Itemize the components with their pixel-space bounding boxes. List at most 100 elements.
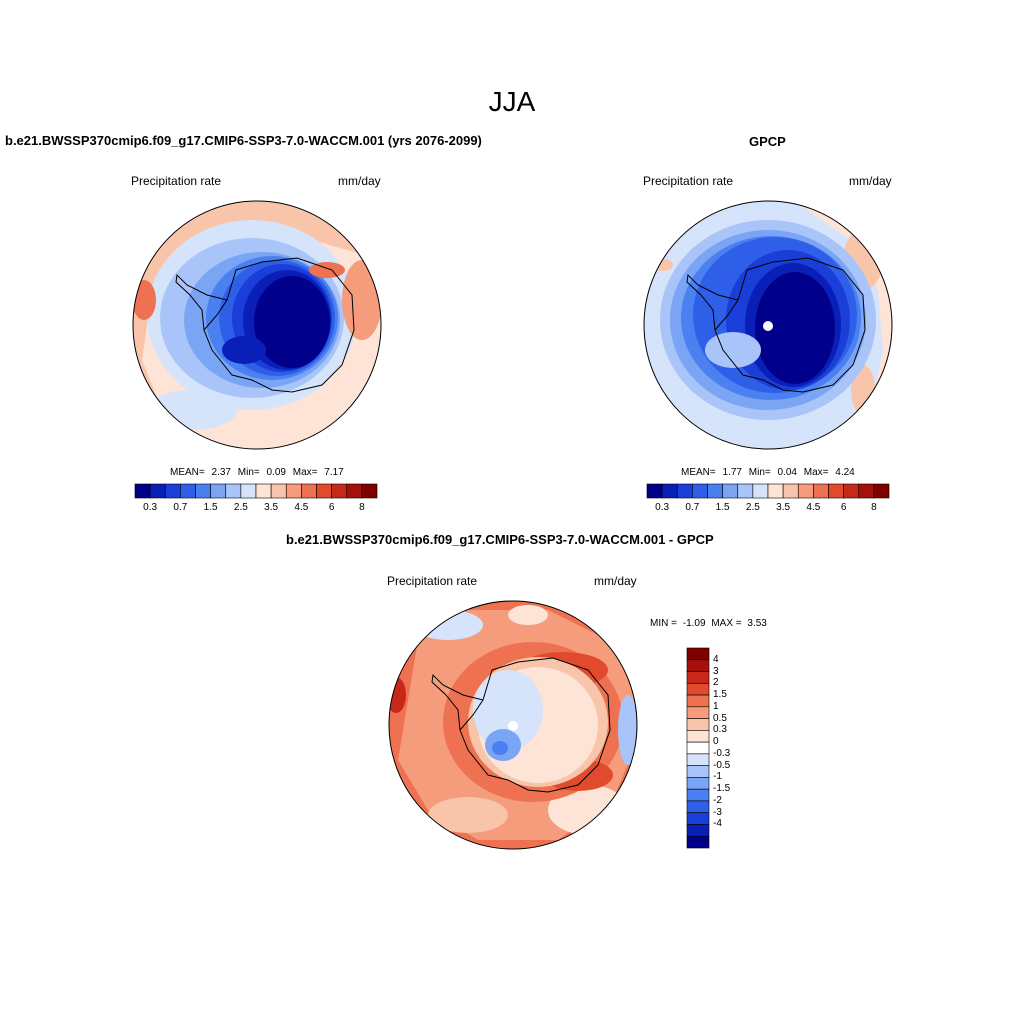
colorbar-swatch <box>164 483 181 499</box>
colorbar-swatch <box>686 753 710 766</box>
colorbar-swatch <box>255 483 272 499</box>
colorbar-swatch <box>195 483 211 499</box>
colorbar-tick-label: 1.5 <box>715 502 730 513</box>
panel-3-units-label: mm/day <box>594 574 637 588</box>
colorbar-swatch <box>686 671 710 684</box>
colorbar-tick-label: 8 <box>359 502 365 513</box>
panel-3-max-value: 3.53 <box>747 618 767 629</box>
panel-1-stats: MEAN= 2.37 Min= 0.09 Max= 7.17 <box>170 467 344 478</box>
panel-1-mean-value: 2.37 <box>211 467 231 478</box>
colorbar-swatch <box>828 483 844 499</box>
colorbar-swatch <box>722 483 739 499</box>
colorbar-swatch <box>707 483 723 499</box>
colorbar-tick-label: -1 <box>713 771 722 783</box>
colorbar-tick-label: 0.7 <box>173 502 188 513</box>
colorbar-swatch <box>331 483 348 499</box>
panel-3-min-value: -1.09 <box>682 618 706 629</box>
panel-3-colorbar <box>686 647 710 849</box>
panel-2-stats: MEAN= 1.77 Min= 0.04 Max= 4.24 <box>681 467 855 478</box>
colorbar-swatch <box>686 800 710 814</box>
panel-1-max-value: 7.17 <box>324 467 344 478</box>
colorbar-swatch <box>797 483 814 499</box>
colorbar-tick-label: 6 <box>328 502 335 513</box>
colorbar-swatch <box>752 483 769 499</box>
colorbar-swatch <box>737 483 754 499</box>
colorbar-swatch <box>686 788 710 802</box>
panel-1-variable-label: Precipitation rate <box>131 174 222 188</box>
colorbar-tick-label: 3.5 <box>776 502 791 513</box>
colorbar-tick-label: 0.3 <box>655 502 670 513</box>
colorbar-tick-label: 2.5 <box>233 502 248 513</box>
colorbar-swatch <box>767 483 784 499</box>
panel-3-polar-map <box>388 600 638 850</box>
colorbar-swatch <box>686 730 710 743</box>
colorbar-swatch <box>686 765 710 778</box>
panel-1-min-label: Min= <box>237 467 260 478</box>
panel-3-variable-label: Precipitation rate <box>387 574 478 588</box>
colorbar-swatch <box>646 483 663 499</box>
colorbar-swatch <box>686 706 710 719</box>
panel-2-mean-label: MEAN= <box>681 467 716 478</box>
panel-1-max-label: Max= <box>292 467 318 478</box>
panel-2-polar-map <box>643 200 893 450</box>
colorbar-swatch <box>225 483 242 499</box>
colorbar-tick-label: 3.5 <box>264 502 279 513</box>
panel-1-title: b.e21.BWSSP370cmip6.f09_g17.CMIP6-SSP3-7… <box>5 133 482 148</box>
panel-2-title: GPCP <box>749 134 786 149</box>
colorbar-tick-label: -1.5 <box>713 783 731 795</box>
panel-2-colorbar <box>646 483 890 499</box>
colorbar-swatch <box>270 483 287 499</box>
panel-2-variable-label: Precipitation rate <box>643 174 734 188</box>
colorbar-swatch <box>782 483 799 499</box>
colorbar-swatch <box>285 483 302 499</box>
colorbar-swatch <box>686 694 710 708</box>
colorbar-swatch <box>873 483 890 499</box>
panel-3-max-label: MAX = <box>711 618 742 629</box>
colorbar-swatch <box>316 483 332 499</box>
panel-2-units-label: mm/day <box>849 174 892 188</box>
panel-1-min-value: 0.09 <box>266 467 286 478</box>
colorbar-tick-label: -3 <box>713 806 722 818</box>
panel-2-min-value: 0.04 <box>777 467 797 478</box>
colorbar-tick-label: 4.5 <box>806 502 821 513</box>
colorbar-swatch <box>301 483 317 499</box>
colorbar-tick-label: 0.7 <box>685 502 700 513</box>
colorbar-tick-label: -2 <box>713 794 722 806</box>
colorbar-tick-label: -0.3 <box>713 747 731 759</box>
colorbar-swatch <box>686 835 710 849</box>
colorbar-swatch <box>692 483 708 499</box>
colorbar-tick-label: 1 <box>713 700 719 712</box>
panel-1-mean-label: MEAN= <box>170 467 205 478</box>
colorbar-tick-label: 0.3 <box>713 724 727 736</box>
colorbar-swatch <box>843 483 860 499</box>
panel-2-max-label: Max= <box>803 467 829 478</box>
panel-1-polar-map <box>132 200 382 450</box>
colorbar-tick-label: 4 <box>713 653 719 665</box>
panel-1-colorbar-ticks: 0.3 0.7 1.5 2.5 3.5 4.5 6 8 <box>135 502 377 514</box>
panel-3-stats: MIN = -1.09 MAX = 3.53 <box>650 618 767 629</box>
colorbar-swatch <box>686 682 710 696</box>
colorbar-swatch <box>210 483 227 499</box>
colorbar-tick-label: 0 <box>713 736 719 748</box>
colorbar-swatch <box>686 647 710 661</box>
colorbar-swatch <box>686 812 710 825</box>
colorbar-swatch <box>858 483 875 499</box>
colorbar-swatch <box>813 483 829 499</box>
colorbar-tick-label: 3 <box>713 665 719 677</box>
panel-2-mean-value: 1.77 <box>722 467 742 478</box>
colorbar-tick-label: 2 <box>713 677 719 689</box>
figure-title: JJA <box>488 86 536 117</box>
colorbar-swatch <box>361 483 378 499</box>
colorbar-swatch <box>240 483 257 499</box>
colorbar-swatch <box>686 659 710 672</box>
colorbar-tick-label: 2.5 <box>745 502 760 513</box>
colorbar-tick-label: -0.5 <box>713 759 731 771</box>
panel-3-min-label: MIN = <box>650 618 677 629</box>
panel-2-max-value: 4.24 <box>835 467 855 478</box>
colorbar-tick-label: 8 <box>871 502 877 513</box>
colorbar-swatch <box>346 483 363 499</box>
colorbar-tick-label: 6 <box>840 502 847 513</box>
colorbar-swatch <box>686 824 710 837</box>
colorbar-swatch <box>676 483 693 499</box>
panel-3-colorbar-ticks: 4 3 2 1.5 1 0.5 0.3 0 -0.3 -0.5 -1 -1.5 -2 -3 -4 <box>713 648 753 848</box>
